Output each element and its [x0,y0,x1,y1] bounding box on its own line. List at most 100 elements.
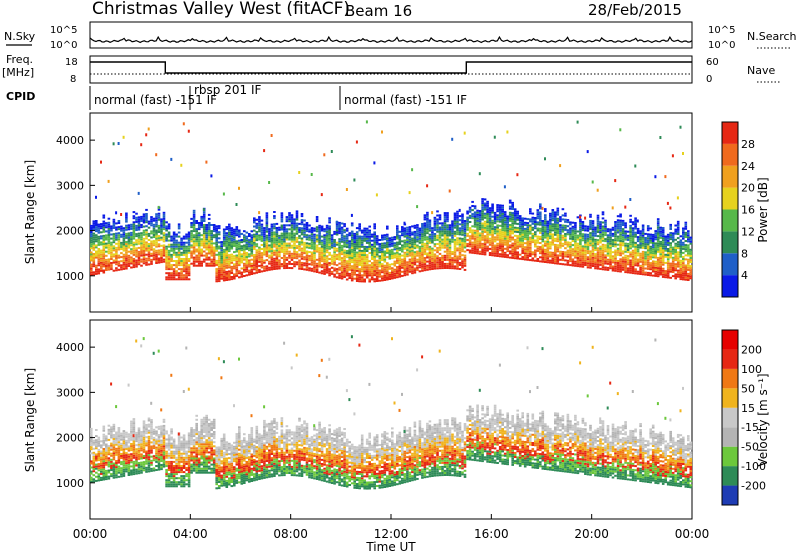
heatmap-cell [350,230,354,233]
heatmap-cell [629,229,632,231]
heatmap-cell [345,264,349,267]
heatmap-cell [147,243,151,245]
heatmap-cell [546,232,550,235]
heatmap-cell [323,244,326,247]
heatmap-cell [381,244,384,247]
heatmap-cell [330,236,334,239]
heatmap-cell [586,264,590,267]
heatmap-cell [228,235,231,238]
heatmap-cell [293,242,296,245]
heatmap-cell [629,243,632,246]
heatmap-cell [426,246,429,249]
heatmap-cell [629,241,632,244]
heatmap-cell [589,258,592,261]
heatmap-cell [601,217,605,220]
heatmap-cell [325,226,329,229]
heatmap-cell [222,238,226,241]
heatmap-cell [162,220,166,222]
heatmap-cell [235,244,239,247]
heatmap-cell [222,263,226,266]
heatmap-cell [458,223,462,226]
heatmap-cell [102,261,106,264]
heatmap-cell [280,263,284,266]
heatmap-cell [265,224,269,227]
heatmap-cell [584,255,587,258]
heatmap-cell [606,242,610,245]
heatmap-cell [212,236,216,239]
heatmap-cell [408,236,412,239]
heatmap-cell [398,249,402,252]
heatmap-cell [388,255,392,258]
heatmap-cell [318,230,321,233]
heatmap-cell [155,249,158,252]
heatmap-cell [609,265,612,268]
heatmap-cell [574,238,577,241]
heatmap-cell [117,240,121,243]
heatmap-cell [233,240,236,243]
heatmap-cell [518,257,522,260]
heatmap-cell [348,246,351,249]
heatmap-cell [132,241,136,244]
heatmap-cell [403,245,407,248]
heatmap-cell [448,232,452,235]
heatmap-cell [125,216,128,219]
heatmap-cell [478,228,482,231]
heatmap-cell [300,253,304,256]
heatmap-cell [308,228,311,231]
heatmap-cell [207,234,211,237]
heatmap-cell [448,230,452,233]
heatmap-cell [561,234,565,237]
heatmap-cell [238,233,241,236]
heatmap-cell [202,260,206,263]
heatmap-cell [589,236,592,239]
heatmap-cell [220,265,223,268]
heatmap-cell [145,243,148,246]
heatmap-cell [360,229,364,232]
heatmap-cell [413,234,417,237]
heatmap-cell [383,254,387,257]
heatmap-cell [348,258,351,261]
heatmap-cell [561,242,565,245]
heatmap-cell [170,274,173,277]
heatmap-cell [290,219,293,223]
heatmap-cell [401,262,404,265]
heatmap-cell [616,235,620,238]
heatmap-cell [142,213,146,216]
heatmap-cell [496,232,499,235]
heatmap-cell [529,232,532,235]
heatmap-cell [110,233,113,236]
heatmap-cell [293,240,296,243]
heatmap-cell [531,253,535,256]
heatmap-cell [581,229,585,232]
heatmap-cell [132,233,136,236]
heatmap-cell [596,261,600,264]
heatmap-cell [579,265,582,268]
heatmap-cell [253,235,256,238]
heatmap-cell [411,249,414,252]
heatmap-cell [451,220,454,223]
heatmap-cell [443,250,447,253]
heatmap-cell [192,213,196,216]
heatmap-cell [187,272,191,275]
heatmap-cell [253,217,256,220]
heatmap-cell [491,231,494,234]
heatmap-cell [589,228,592,230]
heatmap-cell [260,262,264,265]
heatmap-cell [671,256,675,259]
heatmap-cell [536,213,540,216]
heatmap-cell [370,239,374,242]
heatmap-cell [393,244,397,247]
heatmap-cell [147,226,151,229]
heatmap-cell [215,259,218,262]
heatmap-cell [132,229,136,232]
heatmap-cell [619,266,622,269]
heatmap-cell [225,275,229,277]
heatmap-cell [190,256,193,259]
heatmap-cell [639,256,642,259]
heatmap-cell [313,258,316,261]
heatmap-cell [619,270,622,273]
heatmap-cell [416,228,419,231]
heatmap-cell [185,258,188,260]
heatmap-cell [290,222,294,225]
heatmap-cell [508,215,512,218]
